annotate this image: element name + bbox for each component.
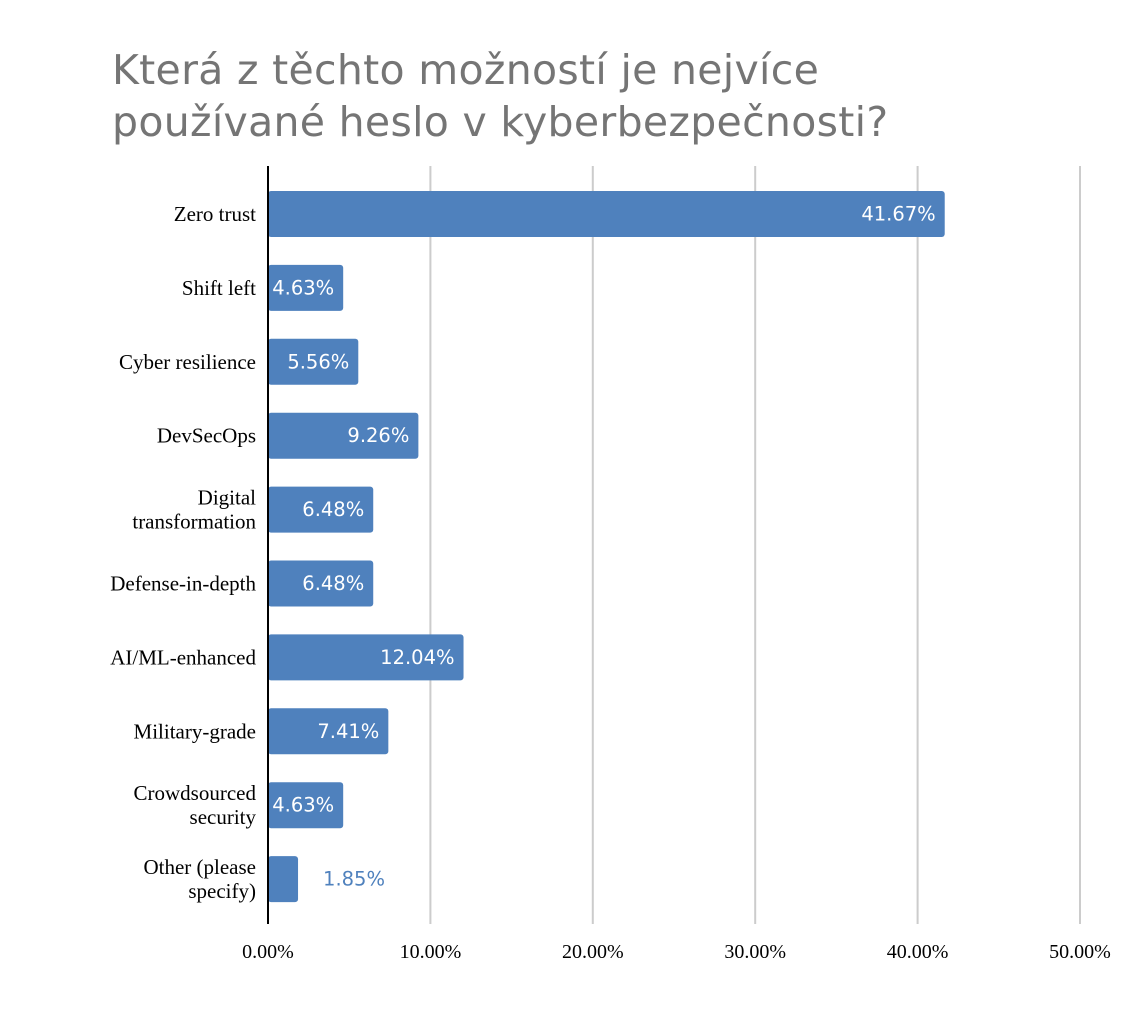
bar [268, 191, 945, 237]
x-tick-label: 10.00% [400, 941, 462, 963]
bar [268, 486, 374, 533]
category-label: Cyber resilience [119, 350, 256, 374]
category-label: Defense-in-depth [110, 572, 256, 596]
bars [268, 191, 945, 903]
data-label: 6.48% [302, 572, 364, 595]
category-label: Other (please specify) [143, 855, 256, 903]
category-label: Shift left [182, 276, 256, 300]
x-tick-label: 30.00% [724, 941, 786, 963]
data-label: 4.63% [272, 276, 334, 299]
labels: 0.00% 10.00% 20.00% 30.00% 40.00% 50.00% 41.67… [110, 202, 1111, 963]
data-label: 5.56% [287, 350, 349, 373]
bar [268, 560, 374, 607]
data-label: 41.67% [861, 203, 935, 226]
bar [268, 782, 344, 829]
category-label: DevSecOps [157, 424, 256, 448]
data-label: 12.04% [380, 646, 454, 669]
category-label: Digital transformation [132, 486, 256, 534]
bar [268, 856, 299, 903]
bar [268, 264, 344, 311]
data-label: 7.41% [317, 720, 379, 743]
x-tick-label: 20.00% [562, 941, 624, 963]
bar [268, 338, 359, 385]
category-label: Zero trust [174, 202, 256, 226]
x-tick-label: 40.00% [887, 941, 949, 963]
bar [268, 634, 464, 681]
category-label: Military-grade [134, 719, 256, 743]
category-label: AI/ML-enhanced [110, 645, 256, 669]
category-label: Crowdsourced security [134, 781, 257, 829]
bar [268, 412, 419, 459]
data-label: 9.26% [347, 424, 409, 447]
chart-title: Která z těchto možností je nejvíce použí… [112, 46, 889, 146]
data-label: 4.63% [272, 794, 334, 817]
x-tick-label: 50.00% [1049, 941, 1111, 963]
data-label: 6.48% [302, 498, 364, 521]
gridlines [429, 166, 1081, 924]
x-tick-label: 0.00% [242, 941, 294, 963]
bar [268, 708, 389, 755]
data-label: 1.85% [323, 868, 385, 891]
